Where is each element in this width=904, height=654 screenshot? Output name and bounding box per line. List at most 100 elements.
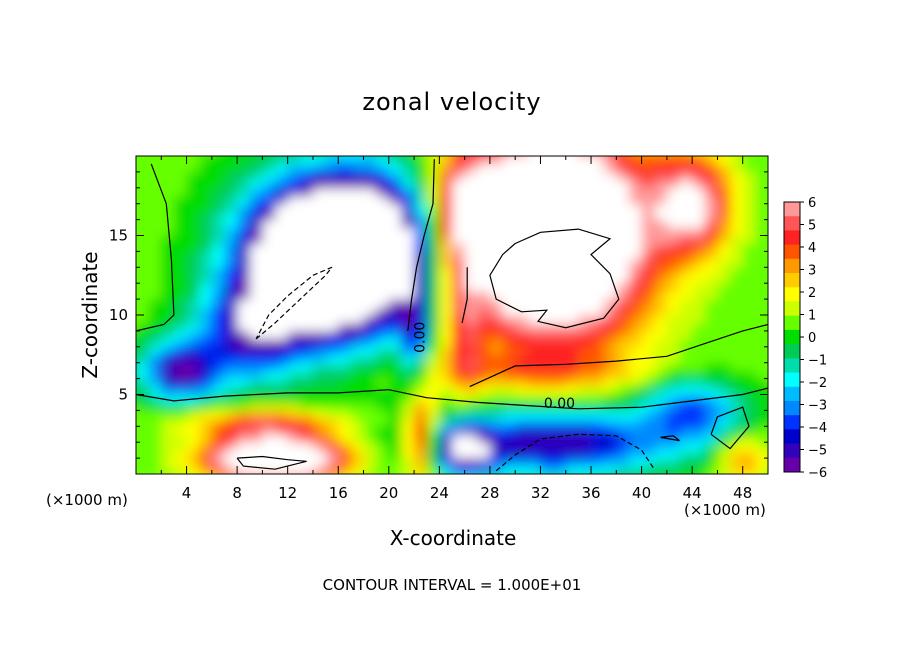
- field-cell: [376, 338, 390, 348]
- field-cell: [603, 163, 617, 173]
- field-cell: [704, 466, 719, 474]
- field-cell: [275, 156, 289, 157]
- field-cell: [300, 315, 314, 324]
- field-cell: [666, 426, 681, 435]
- field-cell: [161, 291, 175, 300]
- field-cell: [262, 235, 276, 245]
- field-cell: [730, 179, 744, 189]
- contour-line: [489, 228, 620, 329]
- field-cell: [414, 299, 428, 308]
- field-cell: [414, 386, 428, 396]
- field-cell: [186, 418, 200, 427]
- field-cell: [275, 251, 289, 260]
- field-cell: [603, 315, 617, 324]
- field-cell: [578, 267, 592, 276]
- field-cell: [666, 291, 681, 300]
- field-cell: [325, 283, 339, 292]
- field-cell: [224, 354, 238, 364]
- field-cell: [641, 259, 655, 268]
- field-cell: [173, 283, 188, 292]
- field-cell: [502, 338, 516, 348]
- field-cell: [325, 179, 339, 189]
- field-cell: [603, 156, 617, 157]
- field-cell: [452, 227, 466, 237]
- field-cell: [628, 307, 643, 316]
- field-cell: [161, 156, 175, 157]
- field-cell: [148, 418, 162, 427]
- field-cell: [161, 370, 175, 380]
- field-cell: [262, 394, 276, 404]
- field-cell: [249, 203, 263, 213]
- field-cell: [553, 402, 567, 411]
- field-cell: [211, 251, 226, 260]
- field-cell: [565, 299, 579, 308]
- field-cell: [262, 378, 276, 388]
- field-cell: [287, 156, 301, 165]
- field-cell: [540, 203, 554, 213]
- field-cell: [224, 299, 238, 308]
- field-cell: [211, 458, 226, 467]
- field-cell: [477, 187, 491, 197]
- field-cell: [641, 418, 655, 427]
- field-cell: [136, 283, 137, 292]
- field-cell: [275, 187, 289, 197]
- field-cell: [527, 322, 542, 332]
- field-cell: [338, 458, 352, 467]
- field-cell: [527, 243, 542, 252]
- field-cell: [502, 370, 516, 380]
- field-cell: [464, 434, 478, 443]
- field-cell: [704, 402, 719, 411]
- field-cell: [578, 259, 592, 268]
- field-cell: [502, 315, 516, 324]
- field-cell: [350, 386, 365, 396]
- field-cell: [388, 402, 403, 411]
- field-cell: [628, 243, 643, 252]
- field-cell: [515, 386, 529, 396]
- field-cell: [489, 291, 504, 300]
- field-cell: [666, 346, 681, 356]
- field-cell: [325, 235, 339, 245]
- field-cell: [338, 219, 352, 229]
- field-cell: [464, 275, 478, 284]
- field-cell: [515, 458, 529, 467]
- field-cell: [224, 291, 238, 300]
- field-cell: [540, 450, 554, 459]
- field-cell: [287, 378, 301, 388]
- field-cell: [401, 307, 415, 316]
- field-cell: [502, 203, 516, 213]
- field-cell: [338, 267, 352, 276]
- field-cell: [237, 187, 251, 197]
- field-cell: [325, 267, 339, 276]
- field-cell: [667, 140, 680, 149]
- field-cell: [325, 251, 339, 260]
- field-cell: [515, 394, 529, 404]
- field-cell: [426, 156, 440, 157]
- field-cell: [755, 466, 768, 474]
- field-cell: [148, 346, 162, 356]
- field-cell: [199, 346, 213, 356]
- field-cell: [616, 370, 630, 380]
- field-cell: [338, 275, 352, 284]
- field-cell: [199, 402, 213, 411]
- colorbar-segment: [784, 344, 800, 359]
- field-cell: [540, 235, 554, 245]
- field-cell: [426, 211, 440, 221]
- field-cell: [679, 330, 693, 340]
- field-cell: [312, 458, 327, 467]
- field-cell: [755, 402, 768, 411]
- field-cell: [705, 474, 718, 483]
- field-cell: [287, 442, 301, 451]
- field-cell: [148, 307, 162, 316]
- field-cell: [489, 267, 504, 276]
- field-cell: [628, 211, 643, 221]
- field-cell: [527, 299, 542, 308]
- field-cell: [426, 346, 440, 356]
- field-cell: [679, 410, 693, 419]
- field-cell: [199, 458, 213, 467]
- field-cell: [704, 267, 719, 276]
- field-cell: [768, 474, 781, 483]
- field-cell: [186, 307, 200, 316]
- field-cell: [401, 458, 415, 467]
- field-cell: [464, 227, 478, 237]
- field-cell: [376, 434, 390, 443]
